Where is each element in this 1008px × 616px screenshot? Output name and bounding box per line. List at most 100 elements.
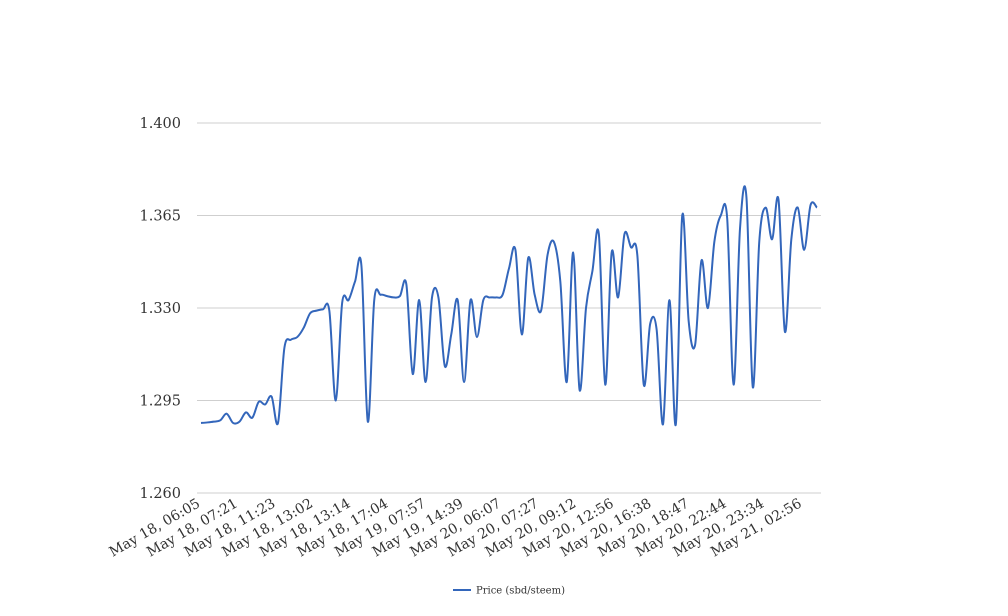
- data-point: [726, 217, 728, 219]
- gridlines: [197, 122, 821, 494]
- data-point: [213, 421, 215, 423]
- data-point: [354, 281, 356, 283]
- data-point: [309, 312, 311, 314]
- data-point: [425, 381, 427, 383]
- data-point: [553, 241, 555, 243]
- data-point: [303, 327, 305, 329]
- data-point: [457, 299, 459, 301]
- data-point: [636, 254, 638, 256]
- data-point: [482, 299, 484, 301]
- data-point: [437, 296, 439, 298]
- data-point: [572, 252, 574, 254]
- data-point: [206, 421, 208, 423]
- data-point: [296, 336, 298, 338]
- data-point: [707, 307, 709, 309]
- y-tick-label: 1.330: [139, 301, 181, 317]
- data-point: [790, 238, 792, 240]
- data-point: [630, 246, 632, 248]
- data-point: [463, 381, 465, 383]
- series-layer: [200, 185, 818, 426]
- data-point: [245, 411, 247, 413]
- data-point: [348, 299, 350, 301]
- data-point: [290, 339, 292, 341]
- data-point: [450, 333, 452, 335]
- data-point: [399, 295, 401, 297]
- data-point: [803, 249, 805, 251]
- data-point: [476, 336, 478, 338]
- data-point: [316, 310, 318, 312]
- data-point: [508, 267, 510, 269]
- data-point: [681, 215, 683, 217]
- data-point: [643, 384, 645, 386]
- data-point: [534, 294, 536, 296]
- data-point: [591, 270, 593, 272]
- data-point: [444, 365, 446, 367]
- data-point: [264, 403, 266, 405]
- data-point: [656, 328, 658, 330]
- data-point: [335, 400, 337, 402]
- data-point: [585, 307, 587, 309]
- data-point: [521, 333, 523, 335]
- data-point: [688, 320, 690, 322]
- data-point: [283, 347, 285, 349]
- data-point: [219, 419, 221, 421]
- y-tick-label: 1.365: [139, 209, 181, 225]
- data-point: [662, 423, 664, 425]
- data-point: [713, 241, 715, 243]
- data-point: [810, 204, 812, 206]
- data-point: [328, 310, 330, 312]
- data-point: [784, 331, 786, 333]
- data-point: [258, 401, 260, 403]
- data-point: [405, 283, 407, 285]
- data-point: [604, 384, 606, 386]
- data-point: [418, 299, 420, 301]
- data-point: [624, 233, 626, 235]
- data-point: [239, 421, 241, 423]
- data-point: [367, 421, 369, 423]
- y-tick-label: 1.400: [139, 116, 181, 132]
- data-point: [778, 199, 780, 201]
- y-tick-label: 1.295: [139, 394, 181, 410]
- data-point: [322, 308, 324, 310]
- data-point: [668, 299, 670, 301]
- data-point: [540, 310, 542, 312]
- y-tick-label: 1.260: [139, 486, 181, 502]
- data-point: [694, 344, 696, 346]
- data-point: [360, 265, 362, 267]
- data-point: [373, 299, 375, 301]
- data-point: [579, 389, 581, 391]
- data-point: [598, 233, 600, 235]
- data-point: [251, 417, 253, 419]
- data-point: [617, 296, 619, 298]
- data-point: [649, 323, 651, 325]
- data-point: [277, 422, 279, 424]
- data-point: [386, 295, 388, 297]
- data-point: [675, 423, 677, 425]
- data-point: [611, 252, 613, 254]
- data-point: [431, 296, 433, 298]
- data-point: [720, 215, 722, 217]
- data-point: [765, 207, 767, 209]
- data-point: [489, 296, 491, 298]
- legend: Price (sbd/steem): [453, 586, 565, 597]
- data-point: [752, 386, 754, 388]
- data-point: [547, 254, 549, 256]
- data-point: [797, 207, 799, 209]
- data-point: [341, 302, 343, 304]
- data-point: [502, 294, 504, 296]
- data-point: [200, 422, 202, 424]
- data-point: [816, 207, 818, 209]
- data-point: [559, 281, 561, 283]
- legend-label: Price (sbd/steem): [476, 586, 565, 597]
- data-point: [527, 257, 529, 259]
- data-point: [393, 296, 395, 298]
- data-point: [566, 381, 568, 383]
- data-point: [733, 384, 735, 386]
- data-point: [271, 396, 273, 398]
- data-point: [745, 196, 747, 198]
- data-point: [380, 294, 382, 296]
- data-point: [701, 259, 703, 261]
- data-point: [739, 228, 741, 230]
- data-point: [514, 249, 516, 251]
